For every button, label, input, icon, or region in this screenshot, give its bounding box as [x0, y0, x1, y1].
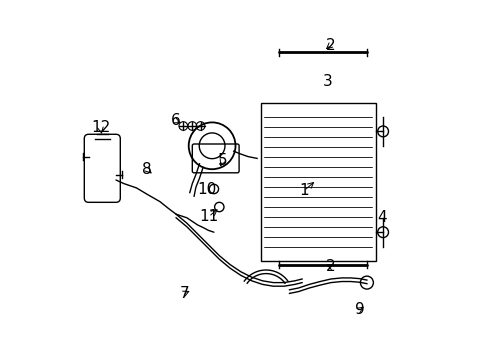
- Text: 10: 10: [197, 181, 216, 197]
- Text: 2: 2: [325, 259, 335, 274]
- Text: 6: 6: [170, 113, 180, 128]
- Text: 3: 3: [322, 73, 331, 89]
- Text: 11: 11: [199, 209, 218, 224]
- Text: 5: 5: [218, 153, 227, 168]
- Text: 7: 7: [179, 286, 189, 301]
- Text: 12: 12: [91, 120, 110, 135]
- Bar: [260, 103, 375, 261]
- Text: 2: 2: [325, 37, 335, 53]
- Text: 8: 8: [142, 162, 152, 177]
- Text: 4: 4: [376, 210, 386, 225]
- Text: 1: 1: [299, 183, 308, 198]
- Text: 9: 9: [354, 302, 364, 317]
